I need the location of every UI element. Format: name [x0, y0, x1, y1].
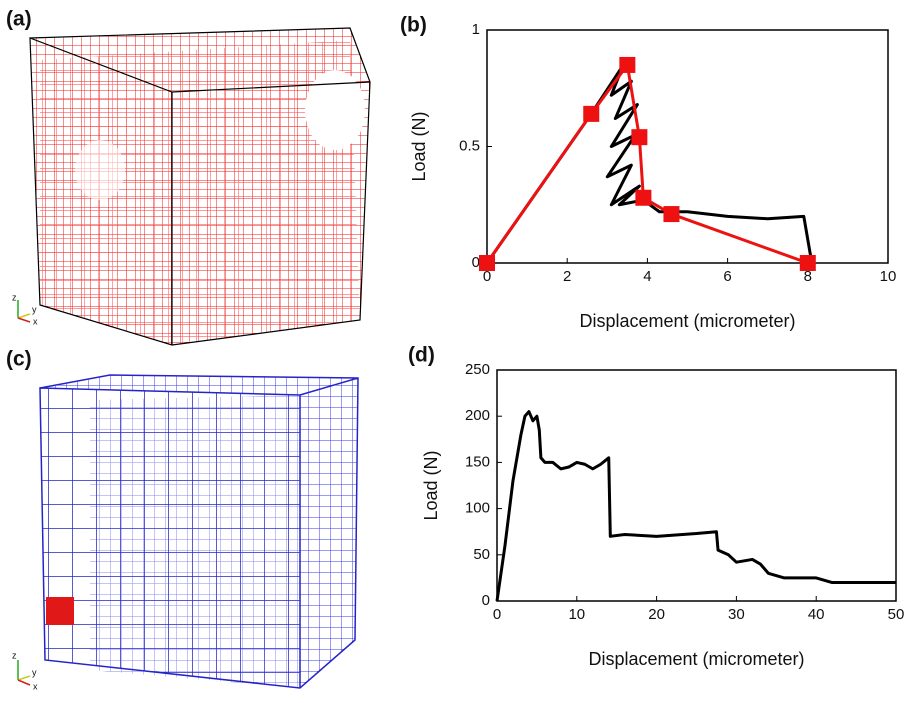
x-tick-label: 30 — [728, 606, 745, 623]
triad-label: y — [32, 667, 37, 677]
triad-label: z — [12, 650, 17, 660]
line — [485, 63, 814, 264]
triad-label: x — [33, 316, 38, 326]
x-tick-label: 40 — [808, 606, 825, 623]
marker — [663, 206, 680, 223]
x-tick-label: 0 — [483, 268, 491, 285]
marker — [583, 105, 600, 122]
x-tick-label: 8 — [804, 268, 812, 285]
x-tick-label: 6 — [723, 268, 731, 285]
triad-c — [17, 660, 31, 686]
x-tick-label: 4 — [643, 268, 651, 285]
triad-a — [17, 300, 31, 323]
marker — [619, 56, 636, 73]
y-axis-title: Load (N) — [409, 111, 429, 181]
x-axis-title: Displacement (micrometer) — [579, 311, 795, 331]
y-tick-label: 150 — [465, 453, 490, 470]
x-tick-label: 2 — [563, 268, 571, 285]
panel-label: (a) — [6, 8, 32, 31]
marker — [631, 129, 648, 146]
y-tick-label: 50 — [473, 546, 490, 563]
y-tick-label: 0 — [472, 254, 480, 271]
panel-label: (c) — [6, 348, 32, 371]
y-tick-label: 0.5 — [459, 137, 480, 154]
marker — [799, 255, 816, 271]
y-tick-label: 200 — [465, 407, 490, 424]
plot-frame — [496, 369, 897, 602]
panel-label: (d) — [408, 344, 435, 367]
mesh-c — [39, 374, 359, 689]
x-tick-label: 10 — [568, 606, 585, 623]
panel-label: (b) — [400, 14, 427, 37]
y-tick-label: 100 — [465, 500, 490, 517]
x-tick-label: 20 — [648, 606, 665, 623]
mesh-a — [29, 27, 371, 346]
y-tick-label: 0 — [482, 592, 490, 609]
y-tick-label: 250 — [465, 361, 490, 378]
line — [495, 410, 896, 602]
y-tick-label: 1 — [472, 21, 480, 38]
line — [485, 63, 809, 265]
triad-label: z — [12, 292, 17, 302]
triad-label: y — [32, 304, 37, 314]
x-tick-label: 0 — [493, 606, 501, 623]
y-axis-title: Load (N) — [421, 450, 441, 520]
triad-label: x — [33, 681, 38, 691]
marker — [479, 255, 495, 271]
plot-frame — [486, 29, 889, 264]
x-tick-label: 50 — [888, 606, 905, 623]
x-tick-label: 10 — [880, 268, 897, 285]
x-axis-title: Displacement (micrometer) — [588, 649, 804, 669]
marker — [635, 189, 652, 206]
